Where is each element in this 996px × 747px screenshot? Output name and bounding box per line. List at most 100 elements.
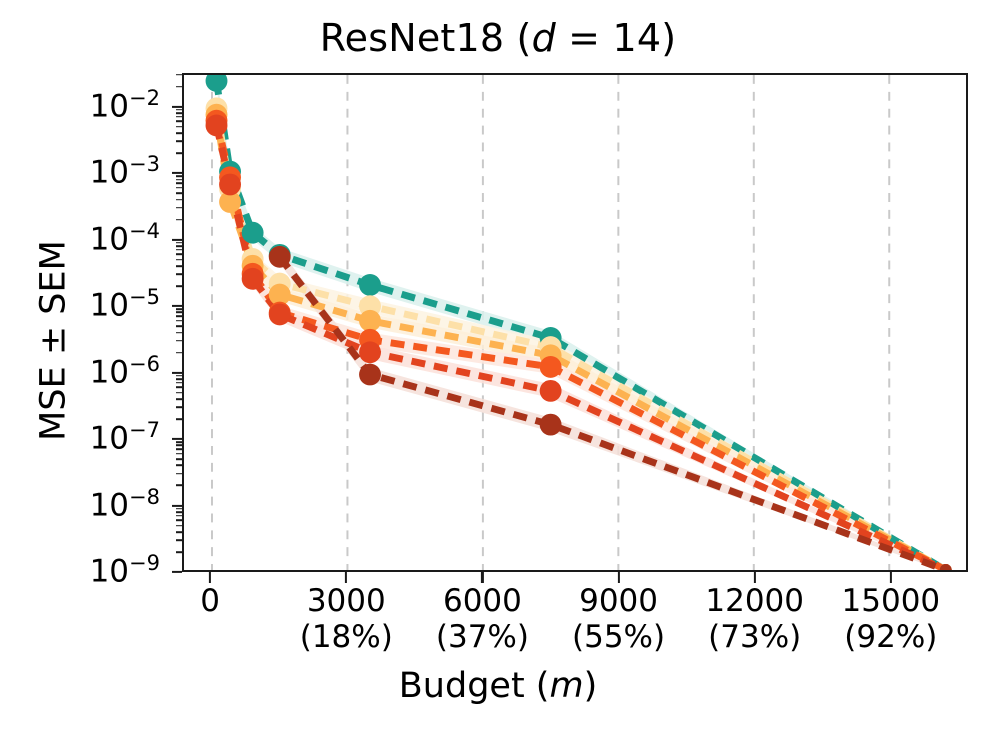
y-minor-tick-mark (176, 85, 182, 88)
y-minor-tick-mark (176, 441, 182, 443)
chart-title: ResNet18 (d = 14) (0, 16, 996, 60)
x-tick-mark (345, 572, 348, 583)
y-minor-tick-mark (176, 452, 182, 455)
x-axis-label: Budget (m) (0, 666, 996, 706)
x-tick-mark (617, 572, 620, 583)
y-minor-tick-mark (176, 418, 182, 420)
y-minor-tick-mark (176, 265, 182, 267)
y-minor-tick-mark (176, 374, 182, 377)
x-tick-label-percent: (18%) (299, 619, 393, 655)
x-tick-label-value: 9000 (579, 583, 659, 619)
x-tick-label-percent: (37%) (435, 619, 529, 655)
y-minor-tick-mark (176, 311, 182, 314)
x-axis-ticks (182, 572, 968, 584)
y-minor-tick-mark (176, 132, 182, 134)
y-minor-tick-mark (176, 551, 182, 553)
y-minor-tick-mark (176, 531, 182, 533)
y-minor-tick-mark (176, 140, 182, 143)
y-minor-tick-mark (176, 398, 182, 400)
y-minor-tick-mark (176, 116, 182, 118)
y-tick-mark (172, 171, 182, 175)
y-tick-label: 10−7 (89, 418, 160, 457)
y-minor-tick-mark (176, 515, 182, 517)
y-tick-mark (172, 570, 182, 574)
y-tick-label: 10−4 (89, 218, 160, 258)
y-minor-tick-mark (176, 484, 182, 487)
y-minor-tick-mark (176, 273, 182, 276)
y-minor-tick-mark (176, 253, 182, 256)
x-tick-label-percent: (55%) (572, 619, 666, 655)
x-tick-label: 15000 (92%) (842, 583, 941, 655)
y-minor-tick-mark (176, 241, 182, 244)
x-tick-label: 0 (200, 583, 220, 619)
x-tick-label-percent: (73%) (708, 619, 802, 655)
y-minor-tick-mark (176, 108, 182, 111)
y-axis-minor-ticks (0, 73, 182, 572)
y-minor-tick-mark (176, 207, 182, 209)
y-tick-mark (172, 304, 182, 308)
y-tick-label: 10−6 (89, 351, 160, 391)
y-minor-tick-mark (176, 464, 182, 467)
y-minor-tick-mark (176, 198, 182, 201)
x-tick-label: 3000 (18%) (300, 583, 393, 655)
x-tick-mark (753, 572, 756, 583)
x-tick-label-value: 0 (200, 583, 220, 619)
x-tick-label: 6000 (37%) (436, 583, 529, 655)
plot-area (182, 73, 968, 572)
y-tick-mark (172, 371, 182, 374)
chart-title-middle: = 14 (555, 16, 662, 60)
y-tick-label: 10−3 (89, 152, 160, 191)
y-minor-tick-mark (176, 378, 182, 380)
y-tick-label: 10−2 (89, 85, 160, 125)
y-axis-tick-labels: 10−2 10−3 10−4 10−5 10−6 10−7 10−8 10−9 (0, 73, 176, 587)
chart-title-italic-d: d (531, 16, 556, 60)
x-axis-label-suffix: ) (583, 666, 598, 706)
chart-title-prefix: ResNet18 ( (319, 16, 532, 60)
y-minor-tick-mark (176, 351, 182, 354)
y-minor-tick-mark (176, 325, 182, 327)
y-tick-mark (172, 105, 182, 108)
data-series-layer (205, 75, 952, 570)
y-minor-tick-mark (176, 382, 182, 384)
y-minor-tick-mark (176, 315, 182, 318)
y-tick-mark (172, 504, 182, 507)
x-axis-label-italic-m: m (549, 666, 584, 706)
x-tick-label-value: 6000 (442, 583, 522, 619)
y-minor-tick-mark (176, 152, 182, 154)
y-minor-tick-mark (176, 444, 182, 447)
y-minor-tick-mark (176, 178, 182, 181)
y-minor-tick-mark (176, 182, 182, 185)
y-minor-tick-mark (176, 308, 182, 310)
y-minor-tick-mark (176, 331, 182, 334)
x-tick-mark (209, 572, 212, 583)
x-tick-mark (481, 572, 484, 583)
grid-lines (210, 75, 891, 570)
y-minor-tick-mark (176, 406, 182, 409)
y-minor-tick-mark (176, 320, 182, 322)
y-minor-tick-mark (176, 218, 182, 221)
x-tick-label-value: 3000 (306, 583, 386, 619)
y-minor-tick-mark (176, 448, 182, 451)
y-tick-mark (172, 238, 182, 241)
x-tick-label-value: 15000 (841, 583, 941, 619)
y-axis-major-ticks (0, 73, 182, 574)
x-tick-mark (889, 572, 892, 583)
y-minor-tick-mark (176, 524, 182, 527)
y-minor-tick-mark (176, 285, 182, 287)
y-minor-tick-mark (176, 249, 182, 251)
y-minor-tick-mark (176, 539, 182, 542)
y-minor-tick-mark (176, 391, 182, 394)
y-minor-tick-mark (176, 507, 182, 510)
y-minor-tick-mark (176, 472, 182, 475)
y-minor-tick-mark (176, 340, 182, 342)
y-minor-tick-mark (176, 125, 182, 128)
y-minor-tick-mark (176, 192, 182, 194)
y-tick-label: 10−9 (89, 551, 160, 590)
y-minor-tick-mark (176, 112, 182, 114)
x-axis-label-prefix: Budget ( (398, 666, 550, 706)
y-tick-label: 10−8 (89, 484, 160, 523)
chart-title-suffix: ) (661, 16, 677, 60)
x-axis-tick-labels: 0 3000 (18%) 6000 (37%) 9000 (55%) 12000 (73%) 15… (0, 583, 996, 663)
y-minor-tick-mark (176, 74, 182, 76)
